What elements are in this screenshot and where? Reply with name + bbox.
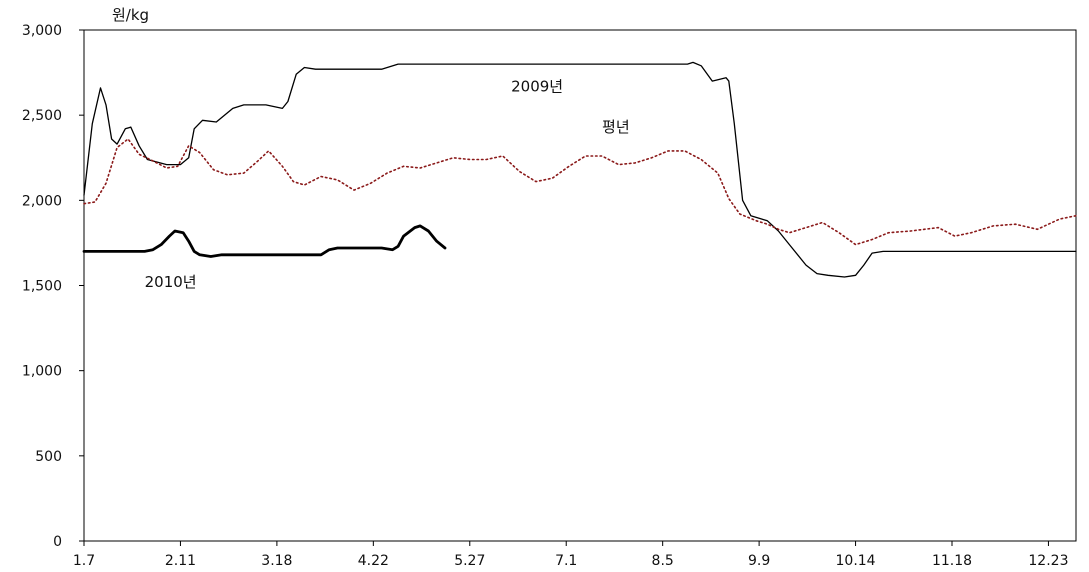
x-tick-label: 1.7	[73, 553, 95, 569]
series-line	[83, 61, 1077, 278]
y-tick-label: 1,500	[22, 279, 62, 295]
series-line	[83, 138, 1077, 246]
x-tick-label: 4.22	[358, 553, 389, 569]
y-tick-label: 3,000	[22, 23, 62, 39]
x-axis: 1.7 2.11 3.18 4.22 5.27 7.1 8.5 9.9 10.14 11.18 12…	[73, 541, 1068, 569]
series-annotation-label: 2009년	[511, 77, 563, 95]
y-tick-label: 2,000	[22, 193, 62, 209]
x-tick-label: 7.1	[555, 553, 577, 569]
y-tick-label: 2,500	[22, 108, 62, 124]
x-tick-label: 2.11	[165, 553, 196, 569]
plot-area-frame	[83, 29, 1077, 542]
x-tick-label: 5.27	[454, 553, 485, 569]
x-tick-label: 10.14	[836, 553, 876, 569]
x-tick-label: 9.9	[748, 553, 770, 569]
x-tick-label: 8.5	[652, 553, 674, 569]
series-annotation-label: 2010년	[145, 273, 197, 291]
series-layer	[82, 61, 1077, 278]
series-line	[82, 224, 447, 258]
y-tick-label: 500	[35, 449, 62, 465]
x-tick-label: 12.23	[1028, 553, 1068, 569]
x-tick-label: 11.18	[932, 553, 972, 569]
y-tick-label: 1,000	[22, 364, 62, 380]
y-axis: 0 500 1,000 1,500 2,000 2,500 3,000	[22, 23, 84, 550]
x-tick-label: 3.18	[261, 553, 292, 569]
y-axis-unit-label: 원/kg	[112, 6, 149, 24]
y-tick-label: 0	[53, 534, 62, 550]
series-annotation-label: 평년	[602, 118, 630, 136]
